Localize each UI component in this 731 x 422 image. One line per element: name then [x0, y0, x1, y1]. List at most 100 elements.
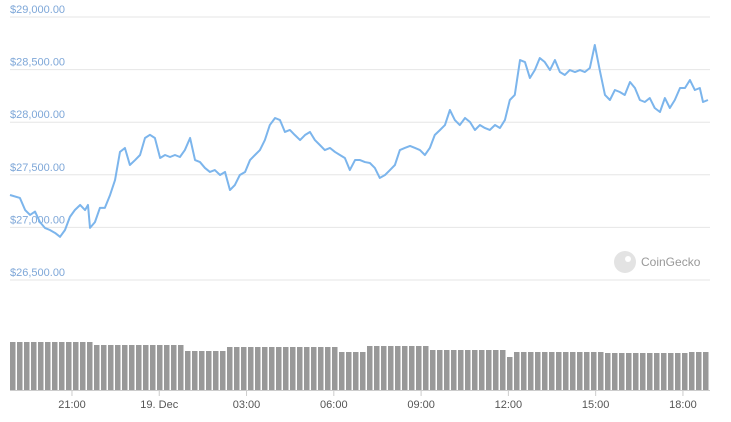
x-tick-label: 18:00 [669, 399, 697, 411]
volume-bar [556, 352, 562, 390]
volume-bar [185, 351, 191, 390]
volume-bar [395, 346, 401, 390]
volume-bar [486, 350, 492, 390]
volume-bar [514, 352, 520, 390]
volume-bar [262, 347, 268, 390]
volume-bar [283, 347, 289, 390]
volume-bar [661, 353, 667, 390]
volume-bar [444, 350, 450, 390]
volume-bar [696, 352, 702, 390]
volume-bar [255, 347, 261, 390]
volume-bar [213, 351, 219, 390]
volume-bar [31, 342, 37, 390]
volume-bar [192, 351, 198, 390]
volume-bar [640, 353, 646, 390]
volume-bar [577, 352, 583, 390]
volume-bar [206, 351, 212, 390]
volume-bar [619, 353, 625, 390]
volume-bar [388, 346, 394, 390]
volume-bar [17, 342, 23, 390]
volume-bar [157, 345, 163, 390]
x-tick-label: 15:00 [582, 399, 610, 411]
x-tick-label: 06:00 [320, 399, 348, 411]
volume-bar [297, 347, 303, 390]
volume-bar [269, 347, 275, 390]
volume-bar [304, 347, 310, 390]
volume-bar [101, 345, 107, 390]
x-tick-label: 21:00 [58, 399, 86, 411]
y-tick-label: $27,000.00 [10, 214, 65, 226]
volume-bar [633, 353, 639, 390]
volume-bar [171, 345, 177, 390]
volume-bar [654, 353, 660, 390]
volume-bar [353, 352, 359, 390]
volume-bar [528, 352, 534, 390]
volume-bar [150, 345, 156, 390]
volume-bar [199, 351, 205, 390]
volume-bar [122, 345, 128, 390]
volume-bar [129, 345, 135, 390]
volume-bar [374, 346, 380, 390]
y-tick-label: $28,000.00 [10, 109, 65, 121]
y-tick-label: $29,000.00 [10, 4, 65, 16]
volume-bar [584, 352, 590, 390]
volume-bar [416, 346, 422, 390]
volume-bar [311, 347, 317, 390]
volume-bar [472, 350, 478, 390]
volume-bar [248, 347, 254, 390]
volume-bar [73, 342, 79, 390]
volume-bar [227, 347, 233, 390]
volume-bar [87, 342, 93, 390]
volume-bar [164, 345, 170, 390]
volume-bar [703, 352, 709, 390]
volume-bar [367, 346, 373, 390]
volume-bar [570, 352, 576, 390]
volume-bar [290, 347, 296, 390]
volume-bar [94, 345, 100, 390]
volume-bar [318, 347, 324, 390]
volume-bar [402, 346, 408, 390]
volume-bar [451, 350, 457, 390]
volume-bar [612, 353, 618, 390]
volume-bar [479, 350, 485, 390]
price-line [9, 44, 709, 238]
volume-bar [108, 345, 114, 390]
volume-bar [682, 353, 688, 390]
volume-bar [437, 350, 443, 390]
volume-bar [535, 352, 541, 390]
volume-bar [605, 353, 611, 390]
volume-bar [80, 342, 86, 390]
volume-bar [689, 352, 695, 390]
volume-bar [115, 345, 121, 390]
watermark-logo-eye [625, 256, 631, 262]
volume-bar [143, 345, 149, 390]
volume-bar [647, 353, 653, 390]
volume-bar [381, 346, 387, 390]
volume-bar [332, 347, 338, 390]
volume-bar [59, 342, 65, 390]
y-tick-label: $26,500.00 [10, 267, 65, 279]
volume-bar [220, 351, 226, 390]
volume-bar [549, 352, 555, 390]
volume-bar [458, 350, 464, 390]
volume-bar [360, 352, 366, 390]
volume-bar [24, 342, 30, 390]
volume-bar [178, 345, 184, 390]
volume-bar [598, 352, 604, 390]
y-tick-label: $27,500.00 [10, 162, 65, 174]
volume-bar [500, 350, 506, 390]
volume-bar [542, 352, 548, 390]
volume-bar [38, 342, 44, 390]
volume-bar [409, 346, 415, 390]
volume-bar [136, 345, 142, 390]
volume-bar [668, 353, 674, 390]
volume-bar [346, 352, 352, 390]
volume-bar [10, 342, 16, 390]
watermark-text: CoinGecko [641, 255, 701, 269]
x-tick-label: 19. Dec [140, 399, 178, 411]
volume-bar [325, 347, 331, 390]
volume-bar [521, 352, 527, 390]
watermark: CoinGecko [614, 251, 701, 273]
volume-bar [563, 352, 569, 390]
